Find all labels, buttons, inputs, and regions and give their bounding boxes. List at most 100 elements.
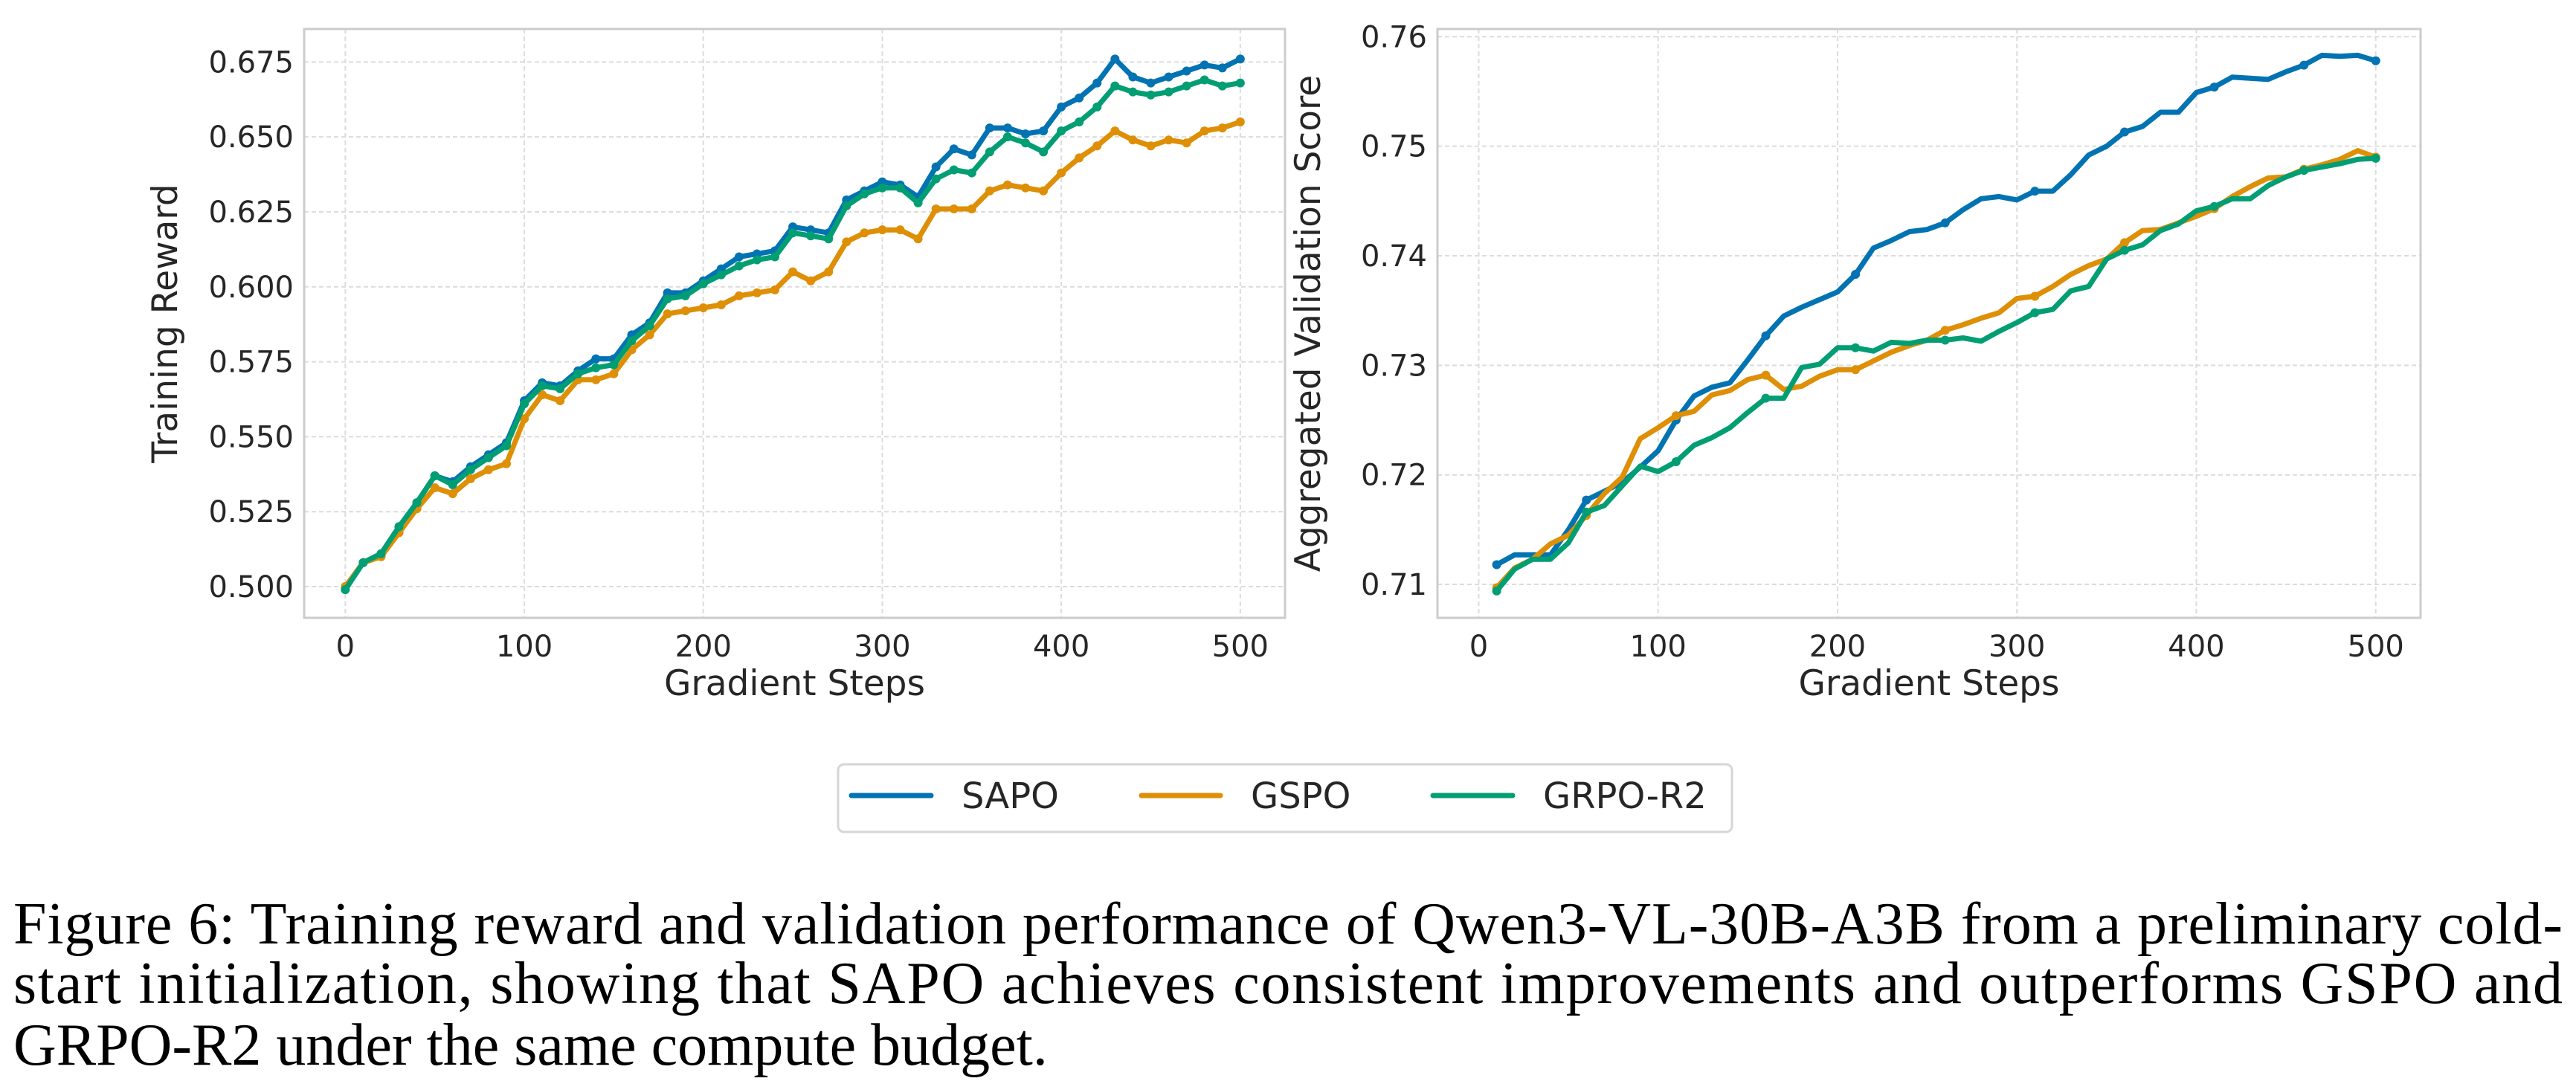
- data-point: [2209, 83, 2219, 92]
- data-point: [734, 252, 744, 262]
- data-point: [1217, 123, 1227, 133]
- y-tick-label: 0.575: [208, 346, 294, 380]
- data-point: [609, 360, 619, 370]
- data-point: [663, 294, 672, 303]
- data-point: [680, 306, 690, 316]
- data-point: [824, 234, 834, 244]
- x-tick-label: 400: [2168, 630, 2224, 664]
- legend: SAPO GSPO GRPO-R2: [837, 763, 1733, 833]
- data-point: [1235, 78, 1245, 88]
- data-point: [1200, 75, 1209, 85]
- data-point: [358, 558, 368, 567]
- data-point: [1110, 126, 1120, 136]
- y-tick-label: 0.73: [1361, 349, 1427, 383]
- data-point: [483, 453, 493, 462]
- data-point: [1200, 60, 1209, 70]
- data-point: [1002, 132, 1012, 142]
- data-point: [520, 414, 529, 424]
- data-point: [2030, 291, 2040, 301]
- data-point: [1039, 126, 1049, 136]
- data-point: [860, 189, 869, 199]
- data-point: [716, 270, 726, 280]
- x-tick-label: 400: [1033, 630, 1089, 664]
- data-point: [1182, 138, 1191, 148]
- data-point: [895, 225, 905, 235]
- caption: Figure 6: Training reward and validation…: [13, 891, 2563, 1078]
- data-point: [1940, 326, 1950, 335]
- y-axis-label: Training Reward: [145, 184, 186, 463]
- data-point: [1002, 180, 1012, 190]
- data-point: [1671, 411, 1681, 421]
- data-point: [860, 228, 869, 238]
- data-point: [1164, 87, 1173, 97]
- data-point: [1057, 168, 1066, 178]
- data-point: [1582, 507, 1591, 517]
- data-point: [1582, 495, 1591, 505]
- chart-2: 0 100 200 300 400 500 0.71 0.72 0.73 0.74 0.75 0.76…: [1288, 20, 2422, 704]
- y-tick-label: 0.600: [208, 271, 294, 305]
- data-point: [448, 480, 457, 489]
- legend-label-grpo-r2: GRPO-R2: [1543, 775, 1707, 817]
- data-point: [967, 204, 976, 213]
- plot-frame: [303, 28, 1287, 619]
- data-point: [556, 384, 565, 393]
- data-point: [430, 483, 439, 492]
- data-point: [1039, 186, 1049, 196]
- data-point: [376, 549, 386, 558]
- data-point: [913, 234, 923, 244]
- data-point: [788, 228, 798, 238]
- x-tick-label: 500: [2348, 630, 2404, 664]
- data-point: [430, 471, 439, 480]
- data-point: [645, 330, 654, 340]
- data-point: [483, 465, 493, 474]
- data-point: [1128, 135, 1138, 145]
- data-point: [1075, 93, 1084, 103]
- data-point: [1492, 586, 1501, 596]
- data-point: [1057, 126, 1066, 136]
- data-point: [698, 279, 708, 288]
- data-point: [591, 363, 601, 372]
- data-point: [1002, 123, 1012, 133]
- data-point: [878, 225, 887, 235]
- data-point: [1092, 78, 1102, 88]
- data-point: [895, 183, 905, 193]
- data-point: [2119, 238, 2129, 248]
- data-point: [824, 267, 834, 277]
- data-point: [967, 168, 976, 178]
- series-gspo: [341, 117, 1245, 592]
- data-point: [1020, 183, 1030, 193]
- data-point: [466, 474, 475, 483]
- data-point: [1761, 393, 1771, 403]
- data-point: [2030, 308, 2040, 317]
- y-tick-label: 0.650: [208, 120, 294, 155]
- y-tick-label: 0.71: [1361, 568, 1427, 602]
- data-point: [842, 237, 851, 247]
- data-point: [788, 267, 798, 277]
- data-point: [1092, 141, 1102, 151]
- data-point: [627, 336, 637, 346]
- chart-1: 0 100 200 300 400 500 0.500 0.525 0.550 0.575 0.60…: [145, 28, 1287, 704]
- y-tick-label: 0.75: [1361, 130, 1427, 164]
- data-point: [967, 150, 976, 160]
- x-tick-label: 500: [1212, 630, 1269, 664]
- data-point: [949, 144, 959, 154]
- data-point: [716, 300, 726, 309]
- caption-line-3: GRPO-R2 under the same compute budget.: [13, 1013, 1048, 1078]
- x-tick-label: 100: [496, 630, 553, 664]
- data-point: [985, 123, 994, 133]
- data-point: [985, 186, 994, 196]
- x-tick-label: 0: [336, 630, 355, 664]
- data-point: [2119, 127, 2129, 137]
- data-point: [806, 276, 816, 285]
- x-tick-label: 300: [1989, 630, 2045, 664]
- data-point: [538, 381, 547, 390]
- data-point: [1110, 54, 1120, 64]
- data-point: [394, 522, 404, 532]
- data-point: [752, 288, 761, 297]
- data-point: [985, 147, 994, 157]
- data-point: [2119, 245, 2129, 255]
- data-point: [1851, 343, 1861, 352]
- data-point: [878, 183, 887, 193]
- data-point: [1057, 102, 1066, 112]
